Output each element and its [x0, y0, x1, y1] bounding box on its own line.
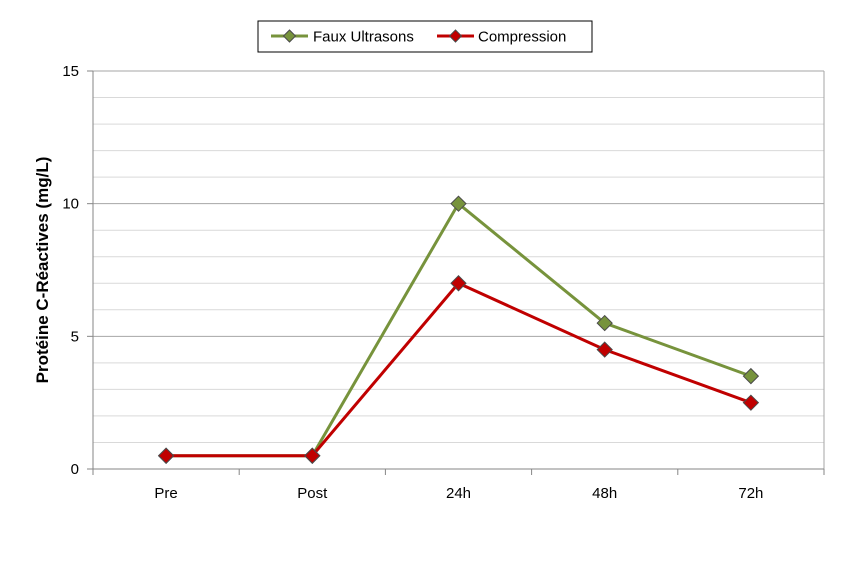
data-point-series-0: [450, 195, 467, 212]
x-tick-label: 24h: [446, 485, 471, 502]
legend-label-series-1: Compression: [478, 29, 566, 46]
x-tick-label: 48h: [592, 485, 617, 502]
y-tick-label: 5: [71, 328, 79, 345]
data-point-series-0: [742, 367, 760, 385]
legend-box: [257, 20, 593, 53]
series-line-1: [166, 281, 752, 458]
data-point-series-1: [304, 447, 321, 464]
y-axis-title: Protéine C-Réactives (mg/L): [33, 157, 52, 384]
y-tick-label: 15: [62, 63, 79, 80]
axes: [87, 70, 825, 475]
x-tick-label: Post: [297, 485, 328, 502]
data-point-series-0: [596, 314, 613, 332]
y-tick-label: 0: [71, 461, 79, 478]
series: [157, 195, 760, 464]
data-point-series-1: [596, 341, 613, 358]
y-tick-label: 10: [62, 196, 79, 213]
tick-labels: 0 5 10 15 Pre Post 24h 48h 72h: [62, 63, 763, 502]
data-point-series-1: [742, 394, 760, 411]
series-line-0: [166, 202, 752, 458]
legend: Faux Ultrasons Compression: [257, 20, 593, 53]
legend-marker-series-1: [448, 29, 463, 43]
legend-marker-series-0: [282, 29, 297, 43]
legend-label-series-0: Faux Ultrasons: [313, 29, 414, 46]
data-point-series-1: [157, 447, 175, 464]
data-point-series-1: [450, 275, 467, 292]
grid-lines: [93, 70, 825, 469]
x-tick-label: Pre: [154, 485, 177, 502]
x-tick-label: 72h: [738, 485, 763, 502]
